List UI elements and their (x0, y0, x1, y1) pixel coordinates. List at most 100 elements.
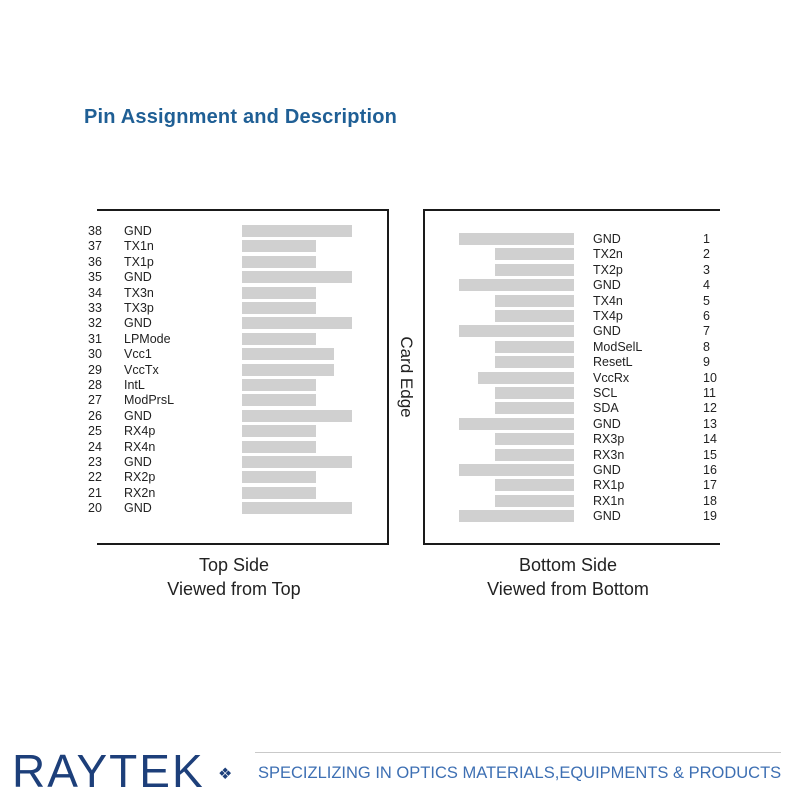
bottom-pin-row: RX3p 14 (0, 432, 760, 447)
bottom-side-caption-title: Bottom Side (518, 555, 618, 575)
contact-pad (242, 379, 316, 391)
contact-pad (495, 310, 574, 322)
contact-pad (495, 387, 574, 399)
contact-pad (242, 348, 334, 361)
pin-signal-name: GND (124, 455, 152, 469)
pin-number: 5 (703, 293, 710, 308)
pin-number: 1 (703, 232, 710, 246)
pin-number: 28 (88, 378, 102, 392)
pin-signal-name: RX4p (124, 424, 156, 439)
contact-pad (242, 317, 352, 330)
pin-number: 18 (703, 493, 717, 508)
pin-number: 2 (703, 247, 710, 262)
pin-signal-name: ResetL (593, 355, 633, 370)
pin-signal-name: TX1p (124, 254, 154, 269)
top-pin-row: 36 TX1p (0, 255, 400, 270)
pin-signal-name: RX4n (124, 439, 156, 454)
pin-number: 27 (88, 393, 102, 408)
pin-signal-name: RX1p (593, 478, 625, 493)
pin-number: 22 (88, 470, 102, 485)
pin-number: 14 (703, 432, 717, 447)
pin-signal-name: ModPrsL (124, 393, 175, 408)
pin-number: 6 (703, 309, 710, 323)
pin-number: 24 (88, 439, 102, 454)
top-side-caption-subtitle: Viewed from Top (167, 579, 301, 599)
bottom-pin-row: VccRx 10 (0, 371, 760, 386)
pin-number: 3 (703, 262, 710, 277)
pin-signal-name: VccRx (593, 370, 630, 385)
pin-number: 34 (88, 285, 102, 300)
contact-pad (459, 417, 574, 430)
pin-number: 38 (88, 224, 102, 238)
contact-pad (242, 440, 316, 453)
contact-pad (495, 294, 574, 307)
pin-signal-name: IntL (124, 378, 145, 392)
top-pin-row: 24 RX4n (0, 440, 400, 455)
contact-pad (495, 494, 574, 507)
pin-signal-name: RX2p (124, 470, 156, 485)
pin-signal-name: GND (593, 463, 621, 477)
pin-signal-name: RX3p (593, 432, 625, 447)
bottom-pin-row: GND 4 (0, 278, 760, 293)
bottom-pin-row: GND 19 (0, 509, 760, 524)
top-side-caption-title: Top Side (198, 555, 270, 575)
contact-pad (242, 456, 352, 468)
company-logo: RAYTEK (12, 745, 205, 797)
pin-signal-name: GND (124, 408, 152, 423)
top-side-caption: Top Side Viewed from Top (118, 553, 350, 601)
contact-pad (495, 479, 574, 492)
pin-number: 16 (703, 463, 717, 477)
contact-pad (495, 402, 574, 415)
pin-signal-name: TX2p (593, 262, 623, 277)
pin-number: 37 (88, 239, 102, 254)
pin-number: 33 (88, 301, 102, 315)
pin-signal-name: RX3n (593, 447, 625, 462)
bottom-pin-row: TX2p 3 (0, 263, 760, 278)
bottom-pin-row: ResetL 9 (0, 355, 760, 370)
pin-signal-name: TX4n (593, 293, 623, 308)
pin-number: 23 (88, 455, 102, 469)
pin-number: 17 (703, 478, 717, 493)
top-pin-row: 35 GND (0, 270, 400, 285)
contact-pad (495, 448, 574, 461)
pin-number: 4 (703, 278, 710, 293)
contact-pad (242, 409, 352, 422)
pin-number: 19 (703, 509, 717, 524)
card-edge-text: Card Edge (397, 336, 416, 418)
bottom-pin-row: GND 13 (0, 417, 760, 432)
pin-signal-name: TX4p (593, 309, 623, 323)
pin-number: 29 (88, 362, 102, 377)
pin-number: 35 (88, 270, 102, 285)
top-pin-row: 28 IntL (0, 378, 400, 393)
pin-signal-name: RX2n (124, 485, 156, 500)
top-pin-row: 21 RX2n (0, 486, 400, 501)
pin-number: 8 (703, 339, 710, 354)
pin-number: 12 (703, 401, 717, 416)
top-pin-row: 33 TX3p (0, 301, 400, 316)
bottom-pin-row: TX4n 5 (0, 294, 760, 309)
pin-number: 30 (88, 347, 102, 362)
pin-number: 20 (88, 501, 102, 516)
contact-pad (242, 425, 316, 438)
pin-signal-name: GND (593, 416, 621, 431)
pin-signal-name: GND (124, 270, 152, 285)
pin-number: 9 (703, 355, 710, 370)
pin-number: 32 (88, 316, 102, 331)
pin-number: 36 (88, 254, 102, 269)
top-side-panel (97, 209, 389, 545)
pin-signal-name: SCL (593, 386, 618, 400)
pin-signal-name: GND (124, 316, 152, 331)
contact-pad (459, 325, 574, 338)
footer-divider (255, 752, 781, 753)
bottom-pin-row: SCL 11 (0, 386, 760, 401)
bottom-pin-row: TX2n 2 (0, 247, 760, 262)
contact-pad (242, 486, 316, 499)
top-pin-row: 25 RX4p (0, 424, 400, 439)
contact-pad (459, 464, 574, 476)
contact-pad (242, 255, 316, 268)
contact-pad (459, 510, 574, 523)
top-pin-row: 37 TX1n (0, 239, 400, 254)
top-pin-row: 31 LPMode (0, 332, 400, 347)
contact-pad (495, 433, 574, 446)
contact-pad (242, 394, 316, 407)
